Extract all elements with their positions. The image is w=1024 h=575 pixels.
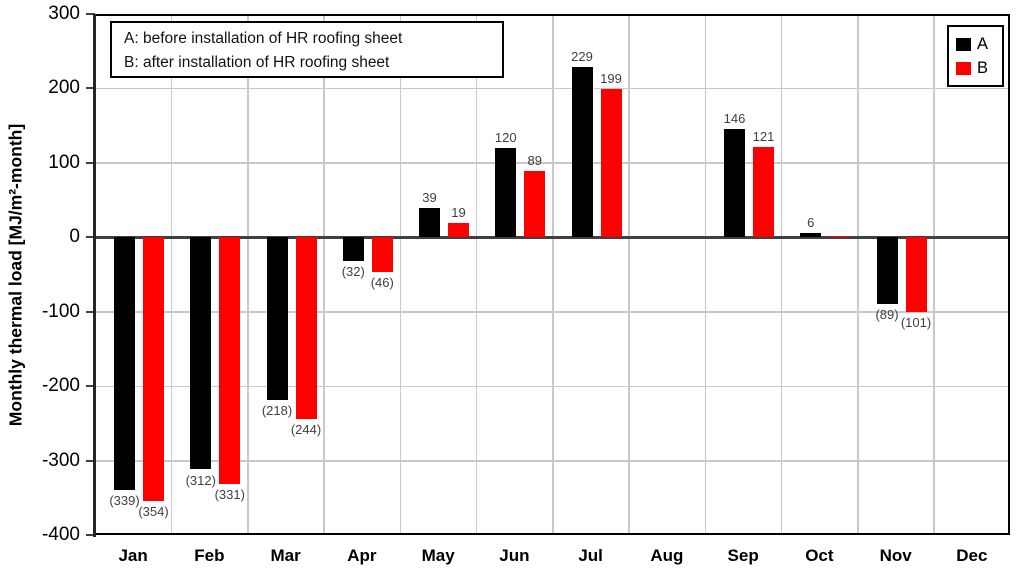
x-axis-label-jun: Jun	[499, 546, 530, 565]
data-label-a-sep: 146	[723, 110, 746, 126]
data-label-b-mar: (244)	[290, 421, 322, 437]
horizontal-gridline	[95, 162, 1010, 164]
bar-b-feb	[219, 237, 241, 484]
data-label-b-jul: 199	[600, 71, 622, 87]
bar-b-mar	[295, 237, 317, 419]
data-label-a-oct: 6	[807, 214, 815, 230]
y-axis-tick	[86, 161, 95, 164]
data-label-b-sep: 121	[752, 129, 775, 145]
x-axis-label-jul: Jul	[578, 546, 603, 565]
y-axis-tick-label: -100	[41, 300, 80, 322]
data-label-a-jul: 229	[571, 48, 593, 64]
data-label-a-nov: (89)	[875, 306, 899, 322]
y-axis-tick-label: -400	[41, 524, 80, 545]
data-label-a-feb: (312)	[185, 472, 216, 488]
vertical-gridline	[933, 14, 935, 535]
data-label-a-apr: (32)	[341, 264, 365, 280]
bar-a-oct	[800, 232, 822, 238]
x-axis-label-may: May	[421, 546, 455, 565]
y-axis-tick-label: 100	[48, 151, 80, 173]
vertical-gridline	[857, 14, 859, 535]
y-axis-tick-label: 200	[48, 77, 80, 99]
annotation-line-a: A: before installation of HR roofing she…	[124, 30, 403, 47]
vertical-gridline	[170, 14, 173, 535]
horizontal-gridline	[95, 311, 1010, 313]
zero-axis-line	[95, 236, 1010, 239]
horizontal-gridline	[95, 385, 1010, 388]
data-label-b-nov: (101)	[900, 315, 932, 331]
data-label-b-feb: (331)	[214, 486, 245, 502]
y-axis-tick-label: 300	[48, 3, 80, 24]
data-label-b-jun: 89	[527, 153, 542, 169]
bar-a-jun	[495, 147, 517, 238]
x-axis-label-jan: Jan	[118, 546, 148, 565]
vertical-gridline	[552, 14, 554, 535]
series-b-swatch-icon	[956, 61, 971, 75]
bar-a-jul	[571, 66, 593, 238]
data-label-b-jan: (354)	[138, 503, 169, 519]
legend: A B	[947, 25, 1004, 87]
x-axis-label-aug: Aug	[650, 546, 684, 565]
bar-a-sep	[724, 128, 745, 238]
x-axis-label-dec: Dec	[956, 546, 988, 565]
bar-b-jul	[600, 89, 622, 238]
y-axis-tick	[86, 87, 95, 90]
x-axis-label-sep: Sep	[727, 546, 759, 565]
vertical-gridline	[475, 14, 478, 535]
y-axis-tick-label: -200	[41, 375, 80, 397]
bar-a-feb	[190, 237, 212, 470]
data-label-b-apr: (46)	[370, 274, 394, 290]
plot-area-border	[95, 14, 1010, 535]
x-axis-label-apr: Apr	[347, 546, 377, 565]
x-axis-label-oct: Oct	[805, 546, 834, 565]
bar-a-nov	[876, 237, 898, 304]
bar-b-may	[448, 223, 469, 238]
bar-a-mar	[266, 237, 288, 400]
horizontal-gridline	[95, 460, 1010, 462]
y-axis-tick	[86, 310, 95, 313]
legend-label-a: A	[977, 34, 989, 53]
x-axis-label-mar: Mar	[270, 546, 301, 565]
x-axis-label-feb: Feb	[194, 546, 225, 565]
vertical-gridline	[780, 14, 783, 535]
bar-b-apr	[371, 237, 393, 272]
bar-a-may	[419, 208, 440, 238]
bar-b-jun	[524, 171, 546, 238]
y-axis-tick	[86, 13, 95, 15]
x-axis-label-nov: Nov	[879, 546, 912, 565]
annotation-line-b: B: after installation of HR roofing shee…	[124, 54, 390, 71]
y-axis-tick	[86, 236, 95, 239]
y-axis-tick	[86, 459, 95, 462]
vertical-gridline	[247, 14, 249, 535]
vertical-gridline	[323, 14, 325, 535]
bar-b-jan	[143, 237, 164, 501]
y-axis-tick	[86, 385, 95, 388]
y-axis-line	[93, 14, 96, 537]
data-label-a-may: 39	[422, 190, 437, 206]
horizontal-gridline	[95, 87, 1010, 90]
y-axis-tick-label: -300	[41, 449, 80, 471]
legend-label-b: B	[977, 58, 989, 77]
vertical-gridline	[704, 14, 706, 535]
data-label-b-may: 19	[451, 205, 466, 221]
vertical-gridline	[628, 14, 630, 535]
bar-b-sep	[753, 147, 774, 238]
series-a-swatch-icon	[956, 37, 971, 51]
data-label-a-jan: (339)	[109, 492, 140, 508]
y-axis-tick-label: 0	[69, 226, 80, 248]
legend-entry-b: B	[956, 59, 997, 78]
legend-entry-a: A	[956, 35, 997, 54]
bar-b-oct	[829, 235, 851, 238]
vertical-gridline	[399, 14, 401, 535]
y-axis-tick	[86, 534, 95, 536]
y-axis-title: Monthly thermal load [MJ/m²-month]	[5, 123, 26, 427]
bar-a-apr	[342, 237, 364, 262]
annotation-box: A: before installation of HR roofing she…	[110, 21, 504, 78]
data-label-a-jun: 120	[494, 129, 517, 145]
bar-b-nov	[905, 237, 927, 313]
data-label-a-mar: (218)	[261, 402, 293, 418]
bar-a-jan	[114, 237, 135, 490]
